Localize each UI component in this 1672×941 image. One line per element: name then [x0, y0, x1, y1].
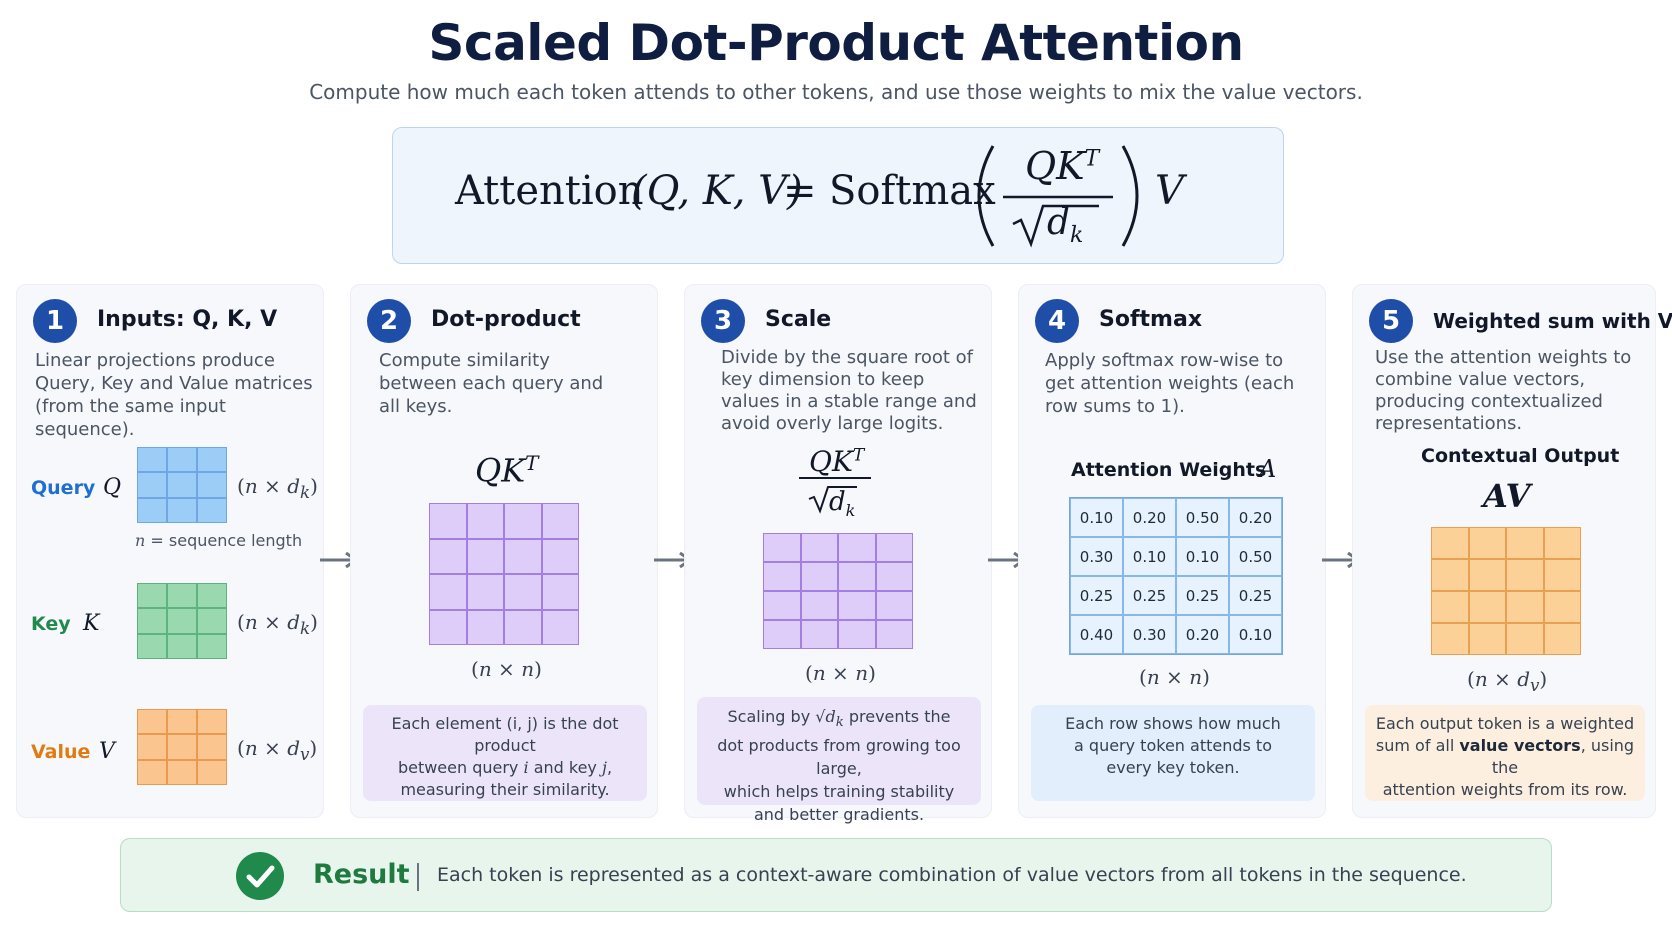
weight-cell: 0.25 [1070, 576, 1123, 615]
step-3-fraction-bar [799, 477, 871, 514]
value-label: Value [31, 741, 91, 763]
scaled-matrix [763, 533, 913, 649]
weight-cell: 0.10 [1123, 537, 1176, 576]
weight-cell: 0.10 [1229, 615, 1282, 654]
weight-cell: 0.20 [1229, 498, 1282, 537]
weight-cell: 0.30 [1070, 537, 1123, 576]
check-circle-icon [236, 852, 284, 900]
step-3-panel: 3 Scale Divide by the square root of key… [684, 284, 992, 824]
value-matrix [137, 709, 227, 785]
step-3-description: Divide by the square root of key dimensi… [721, 347, 977, 434]
weight-cell: 0.20 [1123, 498, 1176, 537]
dot-product-matrix [429, 503, 579, 645]
step-1-badge: 1 [33, 299, 77, 343]
step-2-dim: (n × n) [471, 657, 542, 681]
step-2-panel: 2 Dot-product Compute similarity between… [350, 284, 658, 818]
key-symbol: K [83, 611, 100, 636]
step-4-dim: (n × n) [1139, 665, 1210, 689]
weight-cell: 0.40 [1070, 615, 1123, 654]
query-matrix [137, 447, 227, 523]
formula-args: (Q, K, V) [631, 168, 803, 214]
weight-cell: 0.25 [1176, 576, 1229, 615]
contextual-output-matrix [1431, 527, 1581, 655]
weight-cell: 0.50 [1176, 498, 1229, 537]
step-4-badge: 4 [1035, 299, 1079, 343]
step-1-title: Inputs: Q, K, V [97, 307, 278, 332]
formula-lhs: Attention [455, 168, 644, 214]
step-2-title: Dot-product [431, 307, 581, 332]
step-1-description: Linear projections produce Query, Key an… [35, 350, 313, 440]
step-5-description: Use the attention weights to combine val… [1375, 347, 1632, 434]
attention-weights-title: Attention Weights [1071, 459, 1267, 481]
formula-trailing: V [1155, 168, 1184, 214]
contextual-output-title: Contextual Output [1421, 445, 1620, 467]
step-2-badge: 2 [367, 299, 411, 343]
query-symbol: Q [103, 475, 122, 500]
step-3-badge: 3 [701, 299, 745, 343]
step-3-title: Scale [765, 307, 832, 332]
value-dim: (n × dv) [237, 736, 318, 764]
step-3-math-denominator: dk [829, 487, 856, 521]
value-symbol: V [99, 739, 115, 764]
step-5-panel: 5 Weighted sum with V Use the attention … [1352, 284, 1672, 818]
step-4-title: Softmax [1099, 307, 1203, 332]
step-2-math: QKT [475, 451, 539, 490]
weight-cell: 0.30 [1123, 615, 1176, 654]
weight-cell: 0.25 [1123, 576, 1176, 615]
formula-softmax: Softmax [829, 168, 996, 214]
formula-box: Attention (Q, K, V) = Softmax QKT dk V [392, 127, 1284, 264]
formula-equals: = [783, 168, 817, 214]
weight-cell: 0.10 [1176, 537, 1229, 576]
step-5-dim: (n × dv) [1467, 667, 1548, 695]
step-3-note: Scaling by √dk prevents the dot products… [697, 697, 981, 824]
query-dim: (n × dk) [237, 474, 318, 502]
step-5-title: Weighted sum with V [1433, 309, 1672, 333]
step-3-dim: (n × n) [805, 661, 876, 685]
attention-weights-symbol: A [1259, 455, 1277, 483]
key-matrix [137, 583, 227, 659]
sequence-length-note: n = sequence length [135, 531, 303, 550]
step-1-panel: 1 Inputs: Q, K, V Linear projections pro… [16, 284, 324, 818]
weight-cell: 0.20 [1176, 615, 1229, 654]
step-5-note: Each output token is a weighted sum of a… [1365, 705, 1645, 801]
weight-cell: 0.25 [1229, 576, 1282, 615]
step-4-panel: 4 Softmax Apply softmax row-wise to get … [1018, 284, 1326, 818]
result-label: Result [313, 859, 410, 890]
step-2-description: Compute similarity between each query an… [379, 350, 604, 417]
step-5-badge: 5 [1369, 299, 1413, 343]
weight-cell: 0.10 [1070, 498, 1123, 537]
result-banner: Result Each token is represented as a co… [120, 838, 1552, 912]
weight-cell: 0.50 [1229, 537, 1282, 576]
page-subtitle: Compute how much each token attends to o… [309, 80, 1363, 104]
step-4-note: Each row shows how much a query token at… [1031, 705, 1315, 801]
step-3-math-numerator: QKT [809, 445, 865, 478]
step-4-description: Apply softmax row-wise to get attention … [1045, 350, 1295, 417]
query-label: Query [31, 477, 96, 499]
key-dim: (n × dk) [237, 610, 318, 638]
formula-denominator: dk [1047, 202, 1084, 249]
formula-numerator: QKT [1025, 144, 1100, 188]
page-title: Scaled Dot-Product Attention [428, 14, 1244, 72]
key-label: Key [31, 613, 71, 635]
attention-weights-table: 0.10 0.20 0.50 0.20 0.30 0.10 0.10 0.50 … [1069, 497, 1283, 655]
formula-parentheses [977, 145, 1139, 248]
step-2-note: Each element (i, j) is the dot product b… [363, 705, 647, 801]
result-divider [417, 863, 419, 891]
result-text: Each token is represented as a context-a… [437, 864, 1467, 886]
step-5-math: AV [1483, 477, 1531, 515]
